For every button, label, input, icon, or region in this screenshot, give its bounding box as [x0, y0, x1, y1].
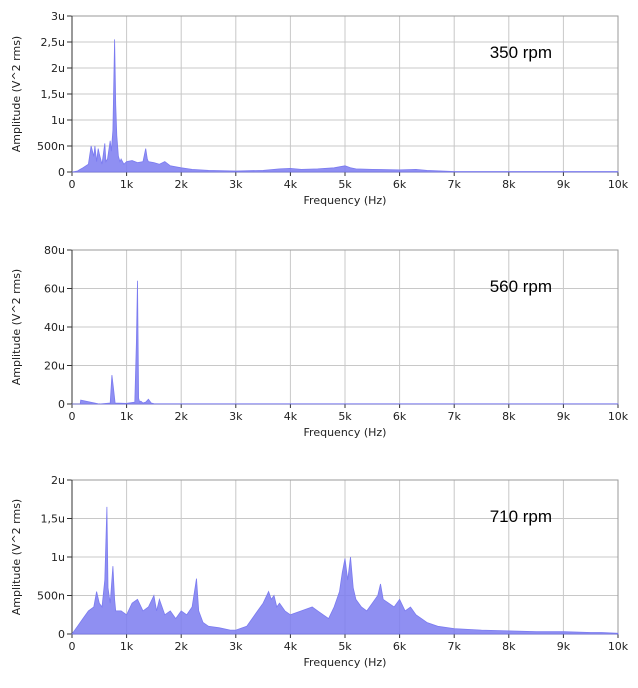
chart-panel-2: 0 1k 2k 3k 4k 5k 6k 7k 8k 9k 10k 0 20u 40u 60u 80u Frequ… [10, 244, 629, 439]
x-tick-label: 1k [120, 640, 134, 653]
y-axis-label: Amplitude (V^2 rms) [10, 499, 23, 615]
y-axis-label: Amplitude (V^2 rms) [10, 36, 23, 152]
x-tick-label: 9k [557, 410, 571, 423]
rpm-annotation: 350 rpm [490, 43, 552, 62]
chart-panel-1: 0 1k 2k 3k 4k 5k 6k 7k 8k 9k 10k 0 500n 1u 1,5u 2u 2,5u 3… [10, 10, 629, 207]
x-tick-label: 7k [448, 410, 462, 423]
y-axis-label: Amplitude (V^2 rms) [10, 269, 23, 385]
x-tick-label: 0 [69, 640, 76, 653]
x-tick-label: 3k [229, 640, 243, 653]
x-tick-label: 3k [229, 178, 243, 191]
x-tick-label: 9k [557, 640, 571, 653]
x-tick-label: 2k [175, 640, 189, 653]
y-tick-label: 1u [51, 114, 65, 127]
x-tick-label: 3k [229, 410, 243, 423]
x-tick-label: 4k [284, 640, 298, 653]
x-tick-label: 10k [608, 410, 629, 423]
x-tick-label: 9k [557, 178, 571, 191]
x-axis-label: Frequency (Hz) [304, 194, 387, 207]
y-tick-label: 1u [51, 551, 65, 564]
x-tick-label: 1k [120, 178, 134, 191]
spectrum-series [71, 506, 619, 635]
x-tick-label: 5k [338, 410, 352, 423]
x-tick-label: 0 [69, 178, 76, 191]
x-tick-label: 5k [338, 640, 352, 653]
x-tick-label: 2k [175, 410, 189, 423]
y-tick-label: 500n [37, 590, 65, 603]
rpm-annotation: 560 rpm [490, 277, 552, 296]
y-tick-label: 0 [58, 166, 65, 179]
x-tick-label: 1k [120, 410, 134, 423]
x-tick-label: 6k [393, 640, 407, 653]
x-axis-label: Frequency (Hz) [304, 656, 387, 669]
y-tick-label: 20u [44, 360, 65, 373]
y-tick-label: 2u [51, 474, 65, 487]
spectrum-series [71, 39, 619, 173]
x-tick-label: 8k [502, 178, 516, 191]
spectrum-series [72, 280, 619, 405]
y-tick-label: 1,5u [41, 513, 65, 526]
x-tick-label: 5k [338, 178, 352, 191]
y-tick-label: 0 [58, 398, 65, 411]
x-tick-label: 10k [608, 178, 629, 191]
y-tick-label: 80u [44, 244, 65, 257]
y-tick-label: 500n [37, 140, 65, 153]
x-axis-label: Frequency (Hz) [304, 426, 387, 439]
x-tick-label: 7k [448, 178, 462, 191]
x-tick-label: 8k [502, 640, 516, 653]
x-tick-label: 10k [608, 640, 629, 653]
x-tick-label: 4k [284, 410, 298, 423]
rpm-annotation: 710 rpm [490, 507, 552, 526]
y-tick-label: 2u [51, 62, 65, 75]
y-tick-label: 2,5u [41, 36, 65, 49]
y-tick-label: 40u [44, 321, 65, 334]
x-tick-label: 4k [284, 178, 298, 191]
x-tick-label: 7k [448, 640, 462, 653]
x-tick-label: 6k [393, 178, 407, 191]
x-tick-label: 2k [175, 178, 189, 191]
x-tick-label: 0 [69, 410, 76, 423]
y-tick-label: 1,5u [41, 88, 65, 101]
y-tick-label: 3u [51, 10, 65, 23]
y-tick-label: 0 [58, 628, 65, 641]
y-tick-label: 60u [44, 283, 65, 296]
x-tick-label: 6k [393, 410, 407, 423]
chart-panel-3: 0 1k 2k 3k 4k 5k 6k 7k 8k 9k 10k 0 500n 1u 1,5u 2u Frequ… [10, 474, 629, 669]
x-tick-label: 8k [502, 410, 516, 423]
